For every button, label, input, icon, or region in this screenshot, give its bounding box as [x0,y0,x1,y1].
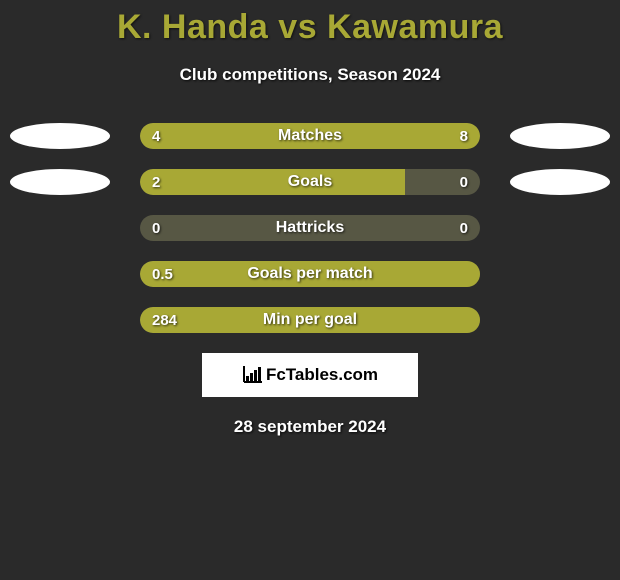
stat-value-left: 4 [152,123,160,149]
bar-track [140,215,480,241]
team-logo-right [510,169,610,195]
stat-value-left: 0 [152,215,160,241]
stat-row: 48Matches [0,123,620,149]
stat-value-left: 284 [152,307,177,333]
stat-value-right: 8 [460,123,468,149]
stat-bar: 0.5Goals per match [140,261,480,287]
bar-fill-left [140,261,480,287]
stat-bar: 00Hattricks [140,215,480,241]
bar-track [140,261,480,287]
stat-bar: 284Min per goal [140,307,480,333]
page-title: K. Handa vs Kawamura [0,0,620,47]
stat-row: 20Goals [0,169,620,195]
stat-value-left: 0.5 [152,261,173,287]
chart-icon [242,366,262,384]
bar-track [140,307,480,333]
team-logo-left [10,123,110,149]
page-subtitle: Club competitions, Season 2024 [0,65,620,85]
stat-value-left: 2 [152,169,160,195]
date-label: 28 september 2024 [0,417,620,437]
stat-bar: 48Matches [140,123,480,149]
bar-fill-right [245,123,480,149]
team-logo-right [510,123,610,149]
stat-bar: 20Goals [140,169,480,195]
brand-text: FcTables.com [266,365,378,385]
brand-badge: FcTables.com [202,353,418,397]
stat-row: 0.5Goals per match [0,261,620,287]
stat-row: 284Min per goal [0,307,620,333]
bar-track [140,169,480,195]
bar-fill-left [140,169,405,195]
stat-value-right: 0 [460,215,468,241]
stat-row: 00Hattricks [0,215,620,241]
bar-fill-left [140,307,480,333]
bar-track [140,123,480,149]
team-logo-left [10,169,110,195]
stats-container: 48Matches20Goals00Hattricks0.5Goals per … [0,123,620,333]
stat-value-right: 0 [460,169,468,195]
